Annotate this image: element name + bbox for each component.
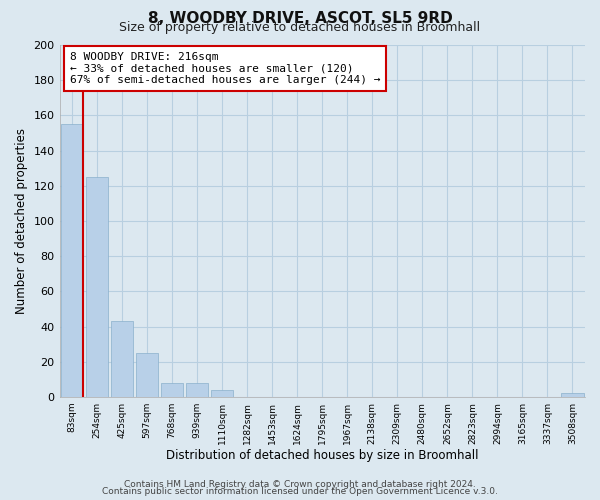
Bar xyxy=(111,322,133,397)
Text: Contains HM Land Registry data © Crown copyright and database right 2024.: Contains HM Land Registry data © Crown c… xyxy=(124,480,476,489)
Text: 8, WOODBY DRIVE, ASCOT, SL5 9RD: 8, WOODBY DRIVE, ASCOT, SL5 9RD xyxy=(148,11,452,26)
Text: Contains public sector information licensed under the Open Government Licence v.: Contains public sector information licen… xyxy=(102,487,498,496)
Bar xyxy=(136,353,158,397)
Bar xyxy=(161,383,184,397)
X-axis label: Distribution of detached houses by size in Broomhall: Distribution of detached houses by size … xyxy=(166,450,479,462)
Text: Size of property relative to detached houses in Broomhall: Size of property relative to detached ho… xyxy=(119,22,481,35)
Bar xyxy=(86,177,109,397)
Bar xyxy=(61,124,83,397)
Text: 8 WOODBY DRIVE: 216sqm
← 33% of detached houses are smaller (120)
67% of semi-de: 8 WOODBY DRIVE: 216sqm ← 33% of detached… xyxy=(70,52,380,85)
Y-axis label: Number of detached properties: Number of detached properties xyxy=(15,128,28,314)
Bar xyxy=(561,394,584,397)
Bar xyxy=(211,390,233,397)
Bar xyxy=(186,383,208,397)
